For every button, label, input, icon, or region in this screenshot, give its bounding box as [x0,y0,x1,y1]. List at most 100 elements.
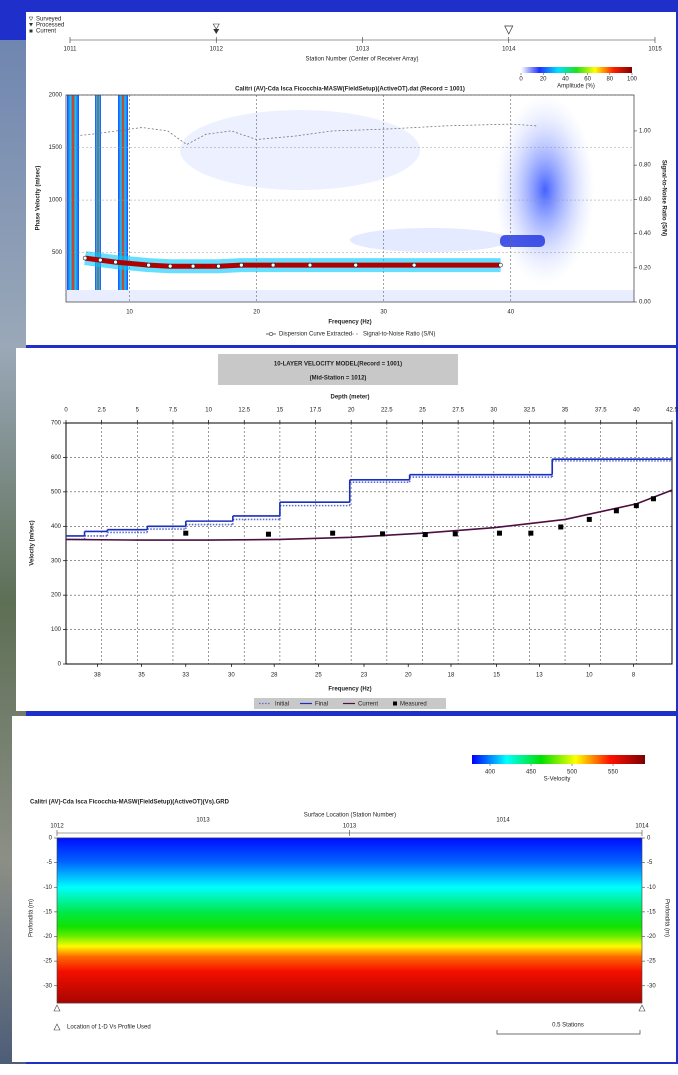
colorbar-tick-label: 40 [562,77,569,83]
note: Location of 1-D Vs Profile Used [67,1025,151,1031]
dispersion-point [308,263,312,267]
dispersion-point [354,263,358,267]
y2-tick-label: 0.40 [639,231,651,237]
x-tick-label: 20 [348,408,355,414]
y-tick-label: 2000 [49,93,63,99]
colorbar-tick-label: 80 [606,77,613,83]
colorbar-label: S-Velocity [544,777,571,783]
colorbar [521,67,632,73]
measured-point [380,531,385,536]
y-tick-label: -20 [43,934,52,940]
legend-label: Measured [400,702,427,708]
x2-tick-label: 18 [448,673,455,679]
energy-cloud [495,95,595,285]
x-tick-label: 10 [205,408,212,414]
x-tick-label: 35 [562,408,569,414]
x-tick-label: 1013 [343,824,357,830]
x2-tick-label: 1013 [196,818,210,824]
x-tick-label: 7.5 [169,408,178,414]
page: 10111012101310141015Station Number (Cent… [0,0,678,1075]
y2-tick-label: 0.80 [639,163,651,169]
y2-tick-label: 0.60 [639,197,651,203]
y-tick-label: 200 [51,593,62,599]
y-tick-label: 300 [51,558,62,564]
dispersion-point [271,263,275,267]
y-tick-label: 700 [51,421,62,427]
colorbar-tick-label: 550 [608,770,619,776]
y-tick-label: 500 [52,250,63,256]
x2-tick-label: 38 [94,673,101,679]
x2-tick-label: 35 [138,673,145,679]
vs-band [57,887,642,912]
vs-band [57,946,642,956]
chart-subtitle: (Mid-Station = 1012) [310,376,367,382]
chart-title: 10-LAYER VELOCITY MODEL(Record = 1001) [274,362,402,368]
x-axis-label: Surface Location (Station Number) [304,813,396,819]
dispersion-point [83,256,87,260]
measured-point [558,524,563,529]
legend-symbol [269,332,273,336]
y2-axis-label: Profondità (m) [663,899,669,937]
y-tick-label: 400 [51,524,62,530]
x2-tick-label: 30 [228,673,235,679]
legend-label: Dispersion Curve Extracted [279,332,352,338]
station-tick-label: 1012 [210,47,224,53]
y-axis-label: Velocity (m/sec) [30,520,36,565]
station-tick-label: 1011 [64,47,78,53]
y2-tick-label: 0.00 [639,300,651,306]
x2-tick-label: 15 [493,673,500,679]
colorbar-tick-label: 60 [584,77,591,83]
dispersion-point [191,264,195,268]
colorbar-tick-label: 450 [526,770,537,776]
dispersion-point [216,264,220,268]
x2-tick-label: 28 [271,673,278,679]
measured-point [651,496,656,501]
y-tick-label: -25 [43,959,52,965]
dispersion-point [239,263,243,267]
colorbar-tick-label: 100 [627,77,638,83]
vs-band [57,936,642,946]
x-tick-label: 15 [277,408,284,414]
station-axis-label: Station Number (Center of Receiver Array… [305,57,418,63]
colorbar-tick-label: 20 [540,77,547,83]
y2-tick-label: -30 [647,983,656,989]
station-tick-label: 1013 [356,47,370,53]
dispersion-point [147,263,151,267]
chart-title: Calitri (AV)-Cda Isca Ficocchia-MASW(Fie… [30,800,230,806]
chart-title: Calitri (AV)-Cda Isca Ficocchia-MASW(Fie… [235,87,465,93]
y2-tick-label: -20 [647,934,656,940]
y2-tick-label: 0.20 [639,265,651,271]
scale-label: 0.5 Stations [552,1023,584,1029]
x-tick-label: 42.5 [666,408,678,414]
vs-band [57,971,642,1004]
y-axis-label: Profondità (m) [29,899,35,937]
dispersion-point [114,260,118,264]
x2-tick-label: 20 [405,673,412,679]
measured-point [497,531,502,536]
y-tick-label: -30 [43,983,52,989]
x-tick-label: 30 [490,408,497,414]
y2-tick-label: -15 [647,909,656,915]
energy-patch [500,235,545,247]
vs-band [57,862,642,887]
x2-tick-label: 25 [315,673,322,679]
measured-point [453,531,458,536]
station-tick-label: 1015 [648,47,662,53]
energy-haze [180,110,420,190]
x-tick-label: 22.5 [381,408,393,414]
legend-label: Signal-to-Noise Ratio (S/N) [363,332,435,338]
x-axis-label: Depth (meter) [330,395,369,401]
measured-point [266,532,271,537]
x-tick-label: 10 [126,310,133,316]
legend-symbol [393,702,397,706]
x-tick-label: 32.5 [524,408,536,414]
page-bottom [0,1064,678,1075]
dispersion-point [499,263,503,267]
measured-point [423,532,428,537]
x2-tick-label: 23 [361,673,368,679]
vs-band [57,956,642,971]
energy-floor [66,290,634,302]
colorbar [472,755,645,764]
energy-streak [67,95,79,295]
y-tick-label: 500 [51,489,62,495]
